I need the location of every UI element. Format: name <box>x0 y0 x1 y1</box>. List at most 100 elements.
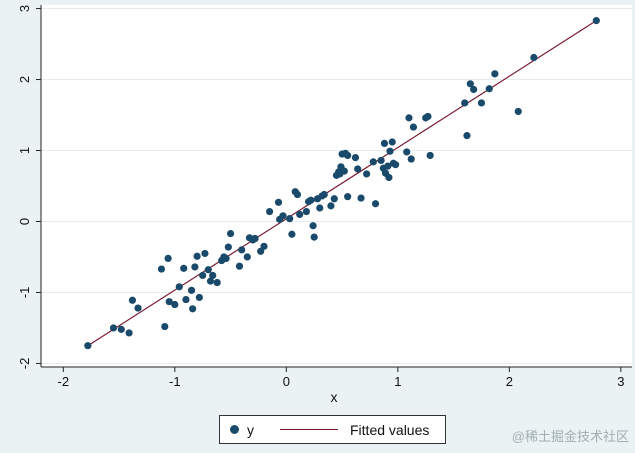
data-point-0 <box>84 342 92 350</box>
data-point-28 <box>224 243 232 251</box>
fitted-values-line <box>87 20 597 347</box>
data-point-65 <box>340 167 348 175</box>
data-point-7 <box>161 322 169 331</box>
data-point-31 <box>238 246 246 254</box>
y-tick-label-3: 3 <box>17 5 32 12</box>
data-point-39 <box>274 198 283 206</box>
x-tick-label--2: -2 <box>58 374 70 389</box>
data-point-78 <box>385 173 393 182</box>
watermark: @稀土掘金技术社区 <box>511 429 629 444</box>
axes: -2 -1 0 1 2 3 -2 -1 0 1 2 3 <box>17 5 632 389</box>
data-point-69 <box>357 194 365 202</box>
legend: y Fitted values <box>219 415 446 444</box>
data-point-80 <box>388 138 396 146</box>
data-point-79 <box>386 147 394 155</box>
data-point-5 <box>134 304 142 312</box>
data-point-29 <box>226 229 235 238</box>
data-point-24 <box>213 278 221 287</box>
data-point-3 <box>125 329 133 337</box>
y-tick-label--1: -1 <box>17 287 32 299</box>
data-point-84 <box>405 114 413 122</box>
data-point-91 <box>463 132 471 140</box>
data-point-89 <box>426 151 434 160</box>
data-point-53 <box>316 204 324 212</box>
data-point-43 <box>288 230 296 238</box>
data-point-10 <box>171 300 179 309</box>
data-point-98 <box>530 53 538 62</box>
grid-lines <box>41 8 632 364</box>
data-point-20 <box>201 249 209 258</box>
data-point-93 <box>470 85 478 94</box>
y-tick-label-1: 1 <box>17 147 32 154</box>
data-point-77 <box>384 162 392 170</box>
data-point-92 <box>466 80 474 88</box>
data-point-49 <box>307 196 315 204</box>
data-point-71 <box>369 158 377 166</box>
data-point-73 <box>377 156 385 165</box>
data-point-70 <box>363 170 371 178</box>
data-point-51 <box>310 233 318 241</box>
data-point-66 <box>344 193 352 201</box>
x-tick-label-0: 0 <box>283 374 290 389</box>
data-point-41 <box>279 212 287 220</box>
data-point-83 <box>403 148 411 156</box>
data-point-16 <box>191 263 199 271</box>
data-point-57 <box>330 195 338 203</box>
data-point-13 <box>182 295 190 304</box>
x-tick-label-2: 2 <box>506 374 513 389</box>
legend-label-y: y <box>247 421 254 438</box>
data-point-17 <box>193 252 201 260</box>
data-point-72 <box>371 200 380 208</box>
data-point-46 <box>296 210 304 218</box>
data-point-56 <box>327 202 335 210</box>
data-point-95 <box>485 85 493 93</box>
data-point-2 <box>117 325 125 333</box>
legend-line-fitted <box>280 429 338 430</box>
y-tick-label-0: 0 <box>17 218 32 225</box>
data-point-88 <box>424 112 432 121</box>
data-point-38 <box>265 207 274 216</box>
data-point-82 <box>392 161 400 169</box>
data-point-94 <box>477 99 486 107</box>
data-point-19 <box>199 271 207 280</box>
data-point-4 <box>128 296 137 304</box>
legend-label-fitted: Fitted values <box>350 421 430 438</box>
data-point-15 <box>189 305 197 313</box>
data-point-50 <box>309 222 317 230</box>
data-point-67 <box>351 154 360 162</box>
data-point-68 <box>354 165 362 173</box>
data-point-55 <box>320 190 328 199</box>
data-point-6 <box>157 265 166 273</box>
data-point-23 <box>209 271 217 280</box>
data-point-9 <box>165 298 173 306</box>
data-point-42 <box>286 215 294 223</box>
data-point-8 <box>164 254 172 262</box>
data-point-22 <box>206 277 215 285</box>
data-point-14 <box>187 286 196 294</box>
data-point-35 <box>251 234 259 243</box>
data-point-96 <box>491 70 499 78</box>
data-point-12 <box>180 264 188 272</box>
data-point-85 <box>407 155 415 163</box>
data-point-45 <box>293 190 302 199</box>
x-tick-label-3: 3 <box>617 374 624 389</box>
x-tick-label-1: 1 <box>394 374 401 389</box>
legend-marker-y <box>230 425 239 434</box>
data-point-90 <box>461 99 469 107</box>
data-point-32 <box>243 253 251 261</box>
data-point-18 <box>195 293 203 302</box>
data-point-47 <box>302 207 310 216</box>
y-tick-label-2: 2 <box>17 76 32 83</box>
fitted-line-layer <box>87 20 597 347</box>
data-point-75 <box>380 139 389 148</box>
x-axis-title: x <box>331 389 338 405</box>
data-point-64 <box>344 151 352 160</box>
data-point-11 <box>175 283 183 291</box>
y-tick-label--2: -2 <box>17 358 32 370</box>
data-point-21 <box>204 266 212 274</box>
data-point-27 <box>222 254 230 262</box>
x-tick-label--1: -1 <box>169 374 181 389</box>
data-point-86 <box>409 123 418 131</box>
data-point-1 <box>109 324 118 332</box>
